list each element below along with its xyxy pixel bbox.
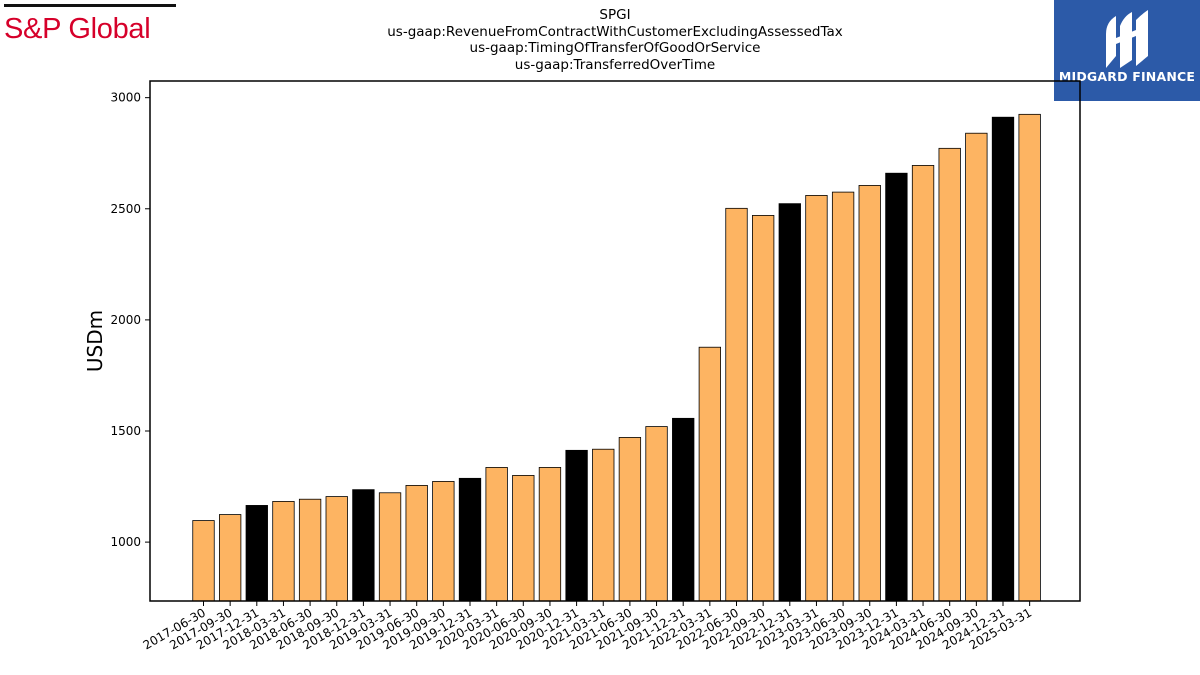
title-line-axis: us-gaap:TimingOfTransferOfGoodOrService (469, 40, 761, 56)
y-tick-label: 2000 (110, 313, 141, 327)
y-tick-label: 2500 (110, 202, 141, 216)
bar-2017-06-30 (192, 520, 215, 602)
bar-2019-12-31 (458, 477, 482, 602)
bar-2020-09-30 (538, 467, 562, 602)
y-tick-label: 1500 (110, 424, 141, 438)
bar-2024-03-31 (911, 165, 935, 602)
bar-2023-06-30 (831, 191, 855, 602)
bars-group (192, 113, 1041, 602)
bar-2021-12-31 (672, 417, 695, 602)
bar-2023-12-31 (885, 172, 908, 602)
bar-2017-12-31 (245, 505, 268, 602)
bar-2022-12-31 (778, 203, 801, 602)
sp-logo-text: S&P Global (4, 13, 151, 45)
bar-2019-06-30 (405, 485, 428, 602)
bar-2021-03-31 (592, 448, 615, 602)
title-line-ticker: SPGI (599, 7, 631, 23)
y-tick-label: 3000 (110, 91, 141, 105)
bar-2020-03-31 (485, 467, 508, 602)
bar-2019-09-30 (432, 481, 455, 602)
midgard-logo-text: MIDGARD FINANCE (1058, 69, 1196, 84)
sp-logo-bar (4, 4, 176, 7)
bar-2022-03-31 (698, 346, 721, 602)
bar-2023-09-30 (858, 185, 881, 602)
bar-2023-03-31 (805, 195, 828, 602)
title-line-member: us-gaap:TransferredOverTime (514, 56, 716, 73)
plot-frame (149, 80, 1081, 602)
chart-title: SPGI us-gaap:RevenueFromContractWithCust… (150, 7, 1080, 73)
bar-2019-03-31 (378, 492, 402, 602)
title-line-concept: us-gaap:RevenueFromContractWithCustomerE… (387, 23, 843, 40)
y-axis: 1000 1500 2000 2500 3000 (110, 91, 150, 549)
bar-2022-09-30 (752, 215, 775, 602)
midgard-finance-logo: MIDGARD FINANCE (1054, 0, 1200, 101)
bar-2020-06-30 (512, 475, 535, 602)
y-axis-label: USDm (83, 310, 107, 372)
bar-2021-06-30 (618, 437, 642, 602)
x-axis: 2017-06-302017-09-302017-12-312018-03-31… (141, 601, 1034, 652)
bar-2020-12-31 (565, 449, 588, 602)
bar-2024-06-30 (938, 147, 961, 602)
bar-2017-09-30 (218, 514, 242, 602)
midgard-mark-icon (1106, 10, 1148, 68)
bar-2021-09-30 (645, 426, 668, 602)
bar-2018-03-31 (272, 501, 295, 602)
sp-global-logo: S&P Global (4, 4, 176, 46)
bar-2022-06-30 (725, 207, 748, 602)
bar-2024-09-30 (965, 132, 988, 602)
bar-2018-06-30 (298, 498, 322, 602)
bar-2025-03-31 (1018, 113, 1041, 602)
bar-2018-09-30 (325, 496, 348, 602)
bar-2018-12-31 (352, 489, 375, 602)
y-tick-label: 1000 (110, 535, 141, 549)
bar-2024-12-31 (991, 116, 1015, 602)
